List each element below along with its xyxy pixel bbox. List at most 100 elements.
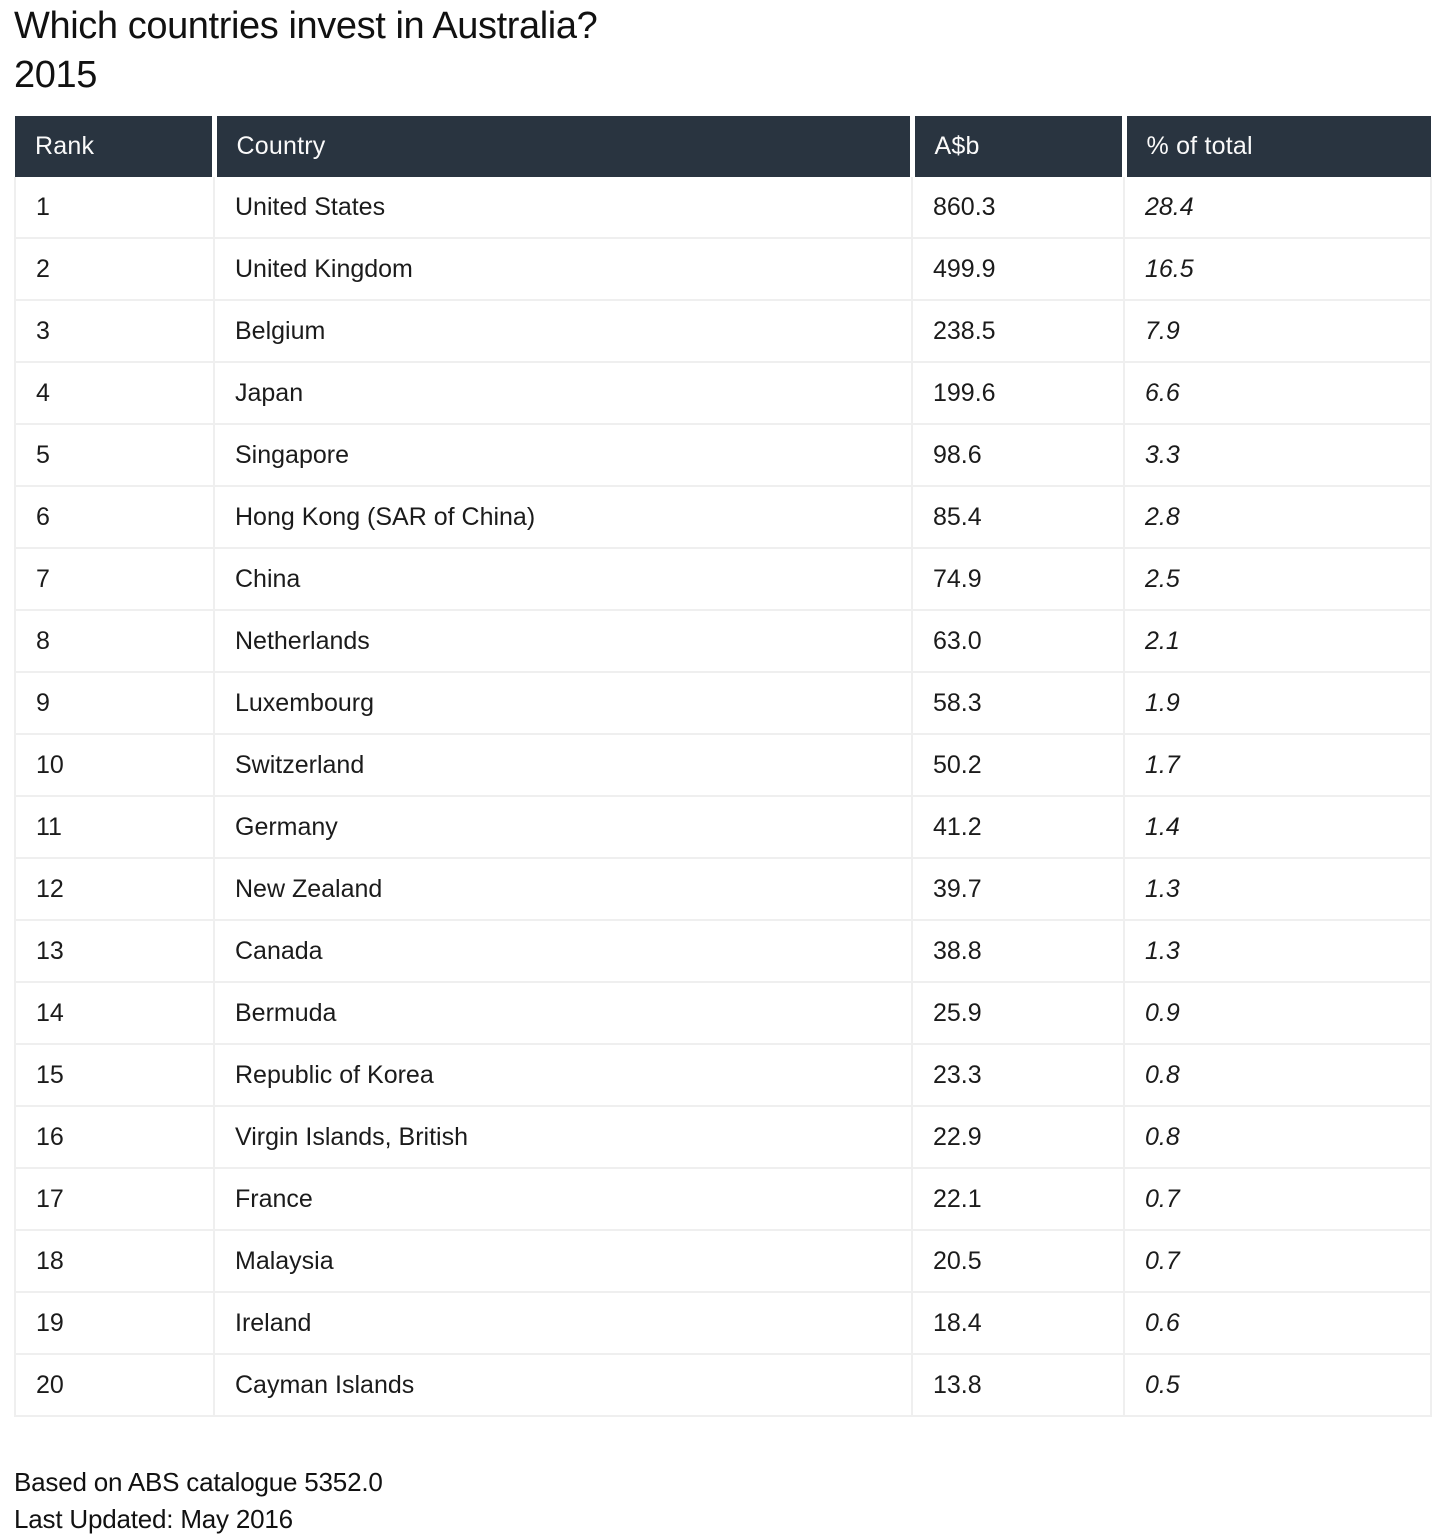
table-row: 4 Japan 199.6 6.6: [14, 361, 1432, 425]
amount-cell: 63.0: [911, 609, 1125, 673]
rank-cell: 11: [14, 795, 215, 859]
investment-table: Rank Country A$b % of total 1 United Stat…: [14, 116, 1432, 1417]
amount-cell: 238.5: [911, 299, 1125, 363]
table-row: 7 China 74.9 2.5: [14, 547, 1432, 611]
amount-cell: 58.3: [911, 671, 1125, 735]
percent-cell: 1.9: [1123, 671, 1432, 735]
rank-cell: 16: [14, 1105, 215, 1169]
rank-cell: 1: [14, 177, 215, 239]
amount-cell: 38.8: [911, 919, 1125, 983]
country-cell: Malaysia: [213, 1229, 913, 1293]
rank-cell: 2: [14, 237, 215, 301]
percent-cell: 0.7: [1123, 1167, 1432, 1231]
rank-cell: 14: [14, 981, 215, 1045]
page-title: Which countries invest in Australia?: [14, 5, 598, 47]
amount-cell: 25.9: [911, 981, 1125, 1045]
country-cell: Luxembourg: [213, 671, 913, 735]
percent-cell: 0.5: [1123, 1353, 1432, 1417]
table-row: 9 Luxembourg 58.3 1.9: [14, 671, 1432, 735]
table-header: Rank Country A$b % of total: [15, 116, 1431, 177]
country-cell: China: [213, 547, 913, 611]
table-row: 6 Hong Kong (SAR of China) 85.4 2.8: [14, 485, 1432, 549]
last-updated-note: Last Updated: May 2016: [14, 1504, 293, 1534]
rank-cell: 4: [14, 361, 215, 425]
rank-cell: 13: [14, 919, 215, 983]
percent-cell: 2.5: [1123, 547, 1432, 611]
column-header-rank: Rank: [15, 116, 214, 177]
amount-cell: 41.2: [911, 795, 1125, 859]
amount-cell: 13.8: [911, 1353, 1125, 1417]
table-row: 12 New Zealand 39.7 1.3: [14, 857, 1432, 921]
amount-cell: 860.3: [911, 177, 1125, 239]
amount-cell: 199.6: [911, 361, 1125, 425]
column-header-percent: % of total: [1121, 116, 1431, 177]
table-row: 5 Singapore 98.6 3.3: [14, 423, 1432, 487]
table-row: 17 France 22.1 0.7: [14, 1167, 1432, 1231]
percent-cell: 2.8: [1123, 485, 1432, 549]
percent-cell: 0.7: [1123, 1229, 1432, 1293]
column-header-amount: A$b: [909, 116, 1124, 177]
country-cell: Cayman Islands: [213, 1353, 913, 1417]
percent-cell: 1.3: [1123, 919, 1432, 983]
rank-cell: 3: [14, 299, 215, 363]
table-row: 16 Virgin Islands, British 22.9 0.8: [14, 1105, 1432, 1169]
amount-cell: 18.4: [911, 1291, 1125, 1355]
country-cell: France: [213, 1167, 913, 1231]
footer-block: Based on ABS catalogue 5352.0 Last Updat…: [14, 1464, 1430, 1538]
rank-cell: 20: [14, 1353, 215, 1417]
percent-cell: 0.9: [1123, 981, 1432, 1045]
country-cell: Ireland: [213, 1291, 913, 1355]
country-cell: United States: [213, 177, 913, 239]
percent-cell: 0.8: [1123, 1043, 1432, 1107]
table-row: 19 Ireland 18.4 0.6: [14, 1291, 1432, 1355]
country-cell: Republic of Korea: [213, 1043, 913, 1107]
country-cell: Japan: [213, 361, 913, 425]
country-cell: Canada: [213, 919, 913, 983]
rank-cell: 12: [14, 857, 215, 921]
table-row: 8 Netherlands 63.0 2.1: [14, 609, 1432, 673]
rank-cell: 17: [14, 1167, 215, 1231]
amount-cell: 39.7: [911, 857, 1125, 921]
amount-cell: 23.3: [911, 1043, 1125, 1107]
percent-cell: 7.9: [1123, 299, 1432, 363]
percent-cell: 6.6: [1123, 361, 1432, 425]
percent-cell: 0.6: [1123, 1291, 1432, 1355]
amount-cell: 85.4: [911, 485, 1125, 549]
country-cell: United Kingdom: [213, 237, 913, 301]
table-row: 14 Bermuda 25.9 0.9: [14, 981, 1432, 1045]
rank-cell: 9: [14, 671, 215, 735]
table-row: 13 Canada 38.8 1.3: [14, 919, 1432, 983]
table-row: 20 Cayman Islands 13.8 0.5: [14, 1353, 1432, 1417]
title-block: Which countries invest in Australia? 201…: [14, 2, 1430, 100]
table-row: 3 Belgium 238.5 7.9: [14, 299, 1432, 363]
table-row: 1 United States 860.3 28.4: [14, 177, 1432, 239]
amount-cell: 74.9: [911, 547, 1125, 611]
rank-cell: 7: [14, 547, 215, 611]
percent-cell: 28.4: [1123, 177, 1432, 239]
table-body: 1 United States 860.3 28.4 2 United Kingdom 49…: [14, 177, 1432, 1417]
table-header-row: Rank Country A$b % of total: [15, 116, 1431, 177]
percent-cell: 1.4: [1123, 795, 1432, 859]
country-cell: Hong Kong (SAR of China): [213, 485, 913, 549]
rank-cell: 6: [14, 485, 215, 549]
country-cell: Netherlands: [213, 609, 913, 673]
amount-cell: 22.1: [911, 1167, 1125, 1231]
amount-cell: 50.2: [911, 733, 1125, 797]
rank-cell: 19: [14, 1291, 215, 1355]
percent-cell: 2.1: [1123, 609, 1432, 673]
amount-cell: 22.9: [911, 1105, 1125, 1169]
table-row: 2 United Kingdom 499.9 16.5: [14, 237, 1432, 301]
table-row: 18 Malaysia 20.5 0.7: [14, 1229, 1432, 1293]
amount-cell: 98.6: [911, 423, 1125, 487]
percent-cell: 1.3: [1123, 857, 1432, 921]
rank-cell: 10: [14, 733, 215, 797]
percent-cell: 3.3: [1123, 423, 1432, 487]
source-note: Based on ABS catalogue 5352.0: [14, 1467, 383, 1497]
amount-cell: 20.5: [911, 1229, 1125, 1293]
rank-cell: 8: [14, 609, 215, 673]
amount-cell: 499.9: [911, 237, 1125, 301]
table-row: 15 Republic of Korea 23.3 0.8: [14, 1043, 1432, 1107]
percent-cell: 16.5: [1123, 237, 1432, 301]
country-cell: Bermuda: [213, 981, 913, 1045]
